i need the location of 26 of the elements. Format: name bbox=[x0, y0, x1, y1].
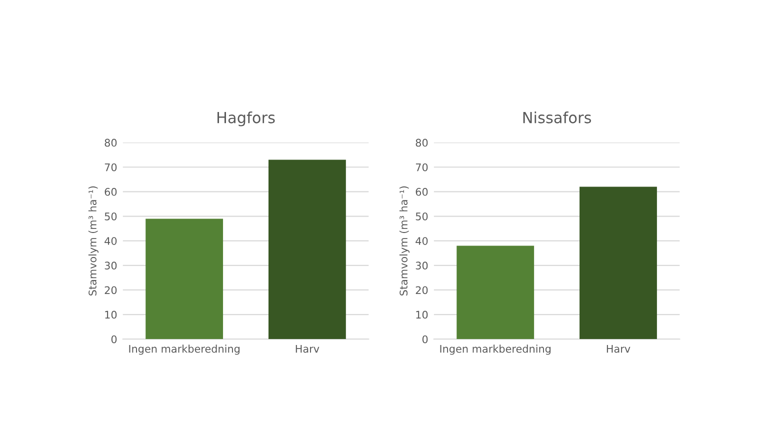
chart-title: Nissafors bbox=[523, 112, 592, 124]
y-tick-label: 40 bbox=[104, 237, 117, 245]
x-tick-label: Harv bbox=[296, 344, 320, 353]
y-tick-label: 80 bbox=[416, 138, 428, 147]
y-tick-label: 40 bbox=[416, 237, 428, 245]
y-tick-label: 60 bbox=[104, 188, 117, 196]
chart-title: Hagfors bbox=[218, 112, 275, 126]
y-tick-label: 70 bbox=[416, 163, 428, 172]
y-tick-label: 20 bbox=[104, 286, 117, 294]
x-tick-label: Ingen markberedning bbox=[129, 344, 240, 355]
y-axis-title: Stamvolym (m³ ha⁻¹) bbox=[399, 186, 410, 296]
y-tick-label: 0 bbox=[422, 335, 428, 344]
x-tick-label: Ingen markberedning bbox=[440, 344, 551, 355]
y-tick-label: 80 bbox=[104, 138, 117, 147]
y-tick-label: 10 bbox=[105, 310, 117, 319]
y-tick-label: 50 bbox=[416, 212, 428, 220]
y-tick-label: 0 bbox=[111, 335, 117, 344]
y-tick-label: 10 bbox=[416, 310, 428, 319]
x-tick-label: Harv bbox=[606, 344, 630, 353]
y-tick-label: 30 bbox=[104, 262, 117, 270]
y-axis-title: Stamvolym (m³ ha⁻¹) bbox=[88, 186, 99, 296]
y-tick-label: 50 bbox=[104, 212, 117, 220]
y-tick-label: 30 bbox=[416, 262, 428, 270]
y-tick-label: 20 bbox=[416, 286, 428, 294]
y-tick-label: 60 bbox=[416, 188, 428, 196]
y-tick-label: 70 bbox=[104, 163, 117, 172]
